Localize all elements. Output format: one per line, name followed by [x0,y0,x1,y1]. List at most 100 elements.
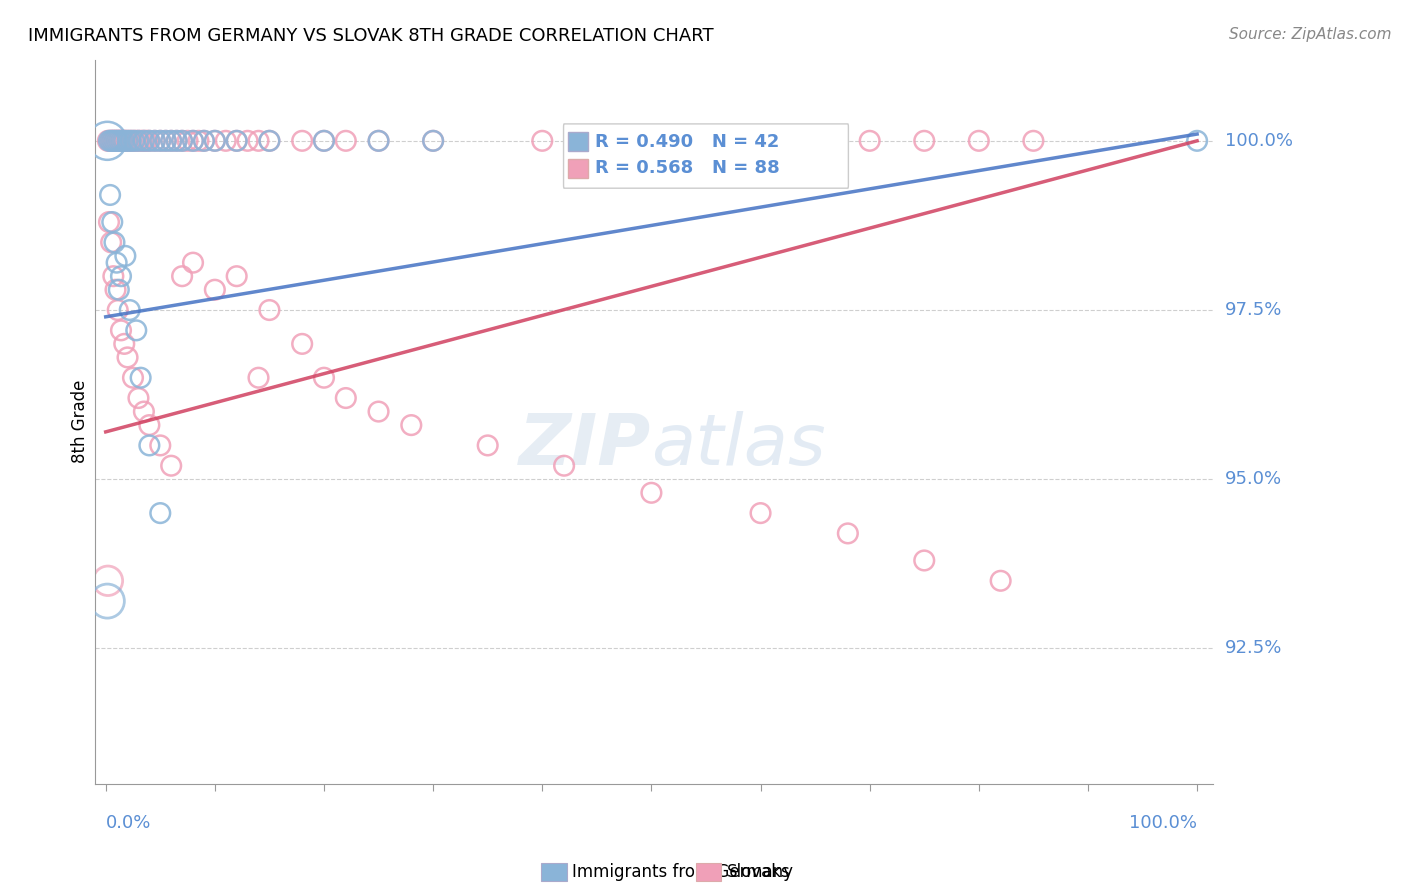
Point [117,351,139,365]
Point [172,134,194,148]
Point [132,404,155,418]
Point [155,134,177,148]
Point [98,215,121,229]
Point [98,134,121,148]
Point [110,134,132,148]
Point [100,235,122,250]
Point [127,134,149,148]
Point [111,134,134,148]
Text: Source: ZipAtlas.com: Source: ZipAtlas.com [1229,27,1392,42]
Text: 95.0%: 95.0% [1225,470,1282,488]
Point [105,255,128,269]
Text: R = 0.568   N = 88: R = 0.568 N = 88 [595,160,779,178]
Point [166,134,188,148]
Point [967,134,990,148]
Point [138,418,160,433]
Point [1022,134,1045,148]
Point [97,574,120,588]
Point [112,134,135,148]
Point [122,134,145,148]
Point [160,458,183,473]
Point [804,134,827,148]
Point [160,134,183,148]
Point [138,438,160,452]
Point [553,458,575,473]
Point [122,370,145,384]
Point [104,134,127,148]
Point [149,506,172,520]
Point [335,134,357,148]
Text: Slovaks: Slovaks [727,863,790,881]
Point [143,134,166,148]
Point [640,134,662,148]
FancyBboxPatch shape [564,124,848,188]
Point [422,134,444,148]
Point [367,134,389,148]
Text: ZIP: ZIP [519,411,651,480]
Point [160,134,183,148]
Point [477,438,499,452]
Point [172,134,194,148]
Point [749,506,772,520]
Point [98,134,121,148]
Text: atlas: atlas [651,411,827,480]
Point [104,283,127,297]
Point [103,134,125,148]
Point [225,134,247,148]
Point [859,134,882,148]
Point [149,134,172,148]
Point [312,370,335,384]
Point [312,134,335,148]
Point [367,134,389,148]
Point [193,134,215,148]
Bar [568,159,588,178]
Point [259,134,281,148]
Point [134,134,156,148]
Point [136,134,159,148]
Text: 97.5%: 97.5% [1225,301,1282,319]
Point [204,134,226,148]
Point [176,134,198,148]
Point [312,134,335,148]
Point [132,134,155,148]
Point [422,134,444,148]
Point [103,134,125,148]
Point [107,134,129,148]
Point [107,134,129,148]
Point [149,438,172,452]
Text: 100.0%: 100.0% [1225,132,1292,150]
Point [118,134,141,148]
Point [117,134,139,148]
Point [291,337,314,351]
Point [215,134,238,148]
Point [103,235,125,250]
Point [127,391,149,405]
Point [103,269,125,284]
Bar [568,133,588,152]
Text: 92.5%: 92.5% [1225,640,1282,657]
Point [107,283,129,297]
Text: IMMIGRANTS FROM GERMANY VS SLOVAK 8TH GRADE CORRELATION CHART: IMMIGRANTS FROM GERMANY VS SLOVAK 8TH GR… [28,27,714,45]
Point [138,134,160,148]
Point [181,255,204,269]
Point [166,134,188,148]
Point [127,134,149,148]
Point [204,283,226,297]
Point [138,134,160,148]
Point [181,134,204,148]
Point [149,134,172,148]
Point [837,526,859,541]
Point [96,134,118,148]
Point [117,134,139,148]
Point [118,303,141,318]
Point [367,404,389,418]
Text: Immigrants from Germany: Immigrants from Germany [572,863,793,881]
Point [108,134,131,148]
Point [225,269,247,284]
Y-axis label: 8th Grade: 8th Grade [72,380,89,464]
Point [225,134,247,148]
Point [114,134,136,148]
Text: R = 0.490   N = 42: R = 0.490 N = 42 [595,133,779,151]
Point [100,134,122,148]
Point [912,134,935,148]
